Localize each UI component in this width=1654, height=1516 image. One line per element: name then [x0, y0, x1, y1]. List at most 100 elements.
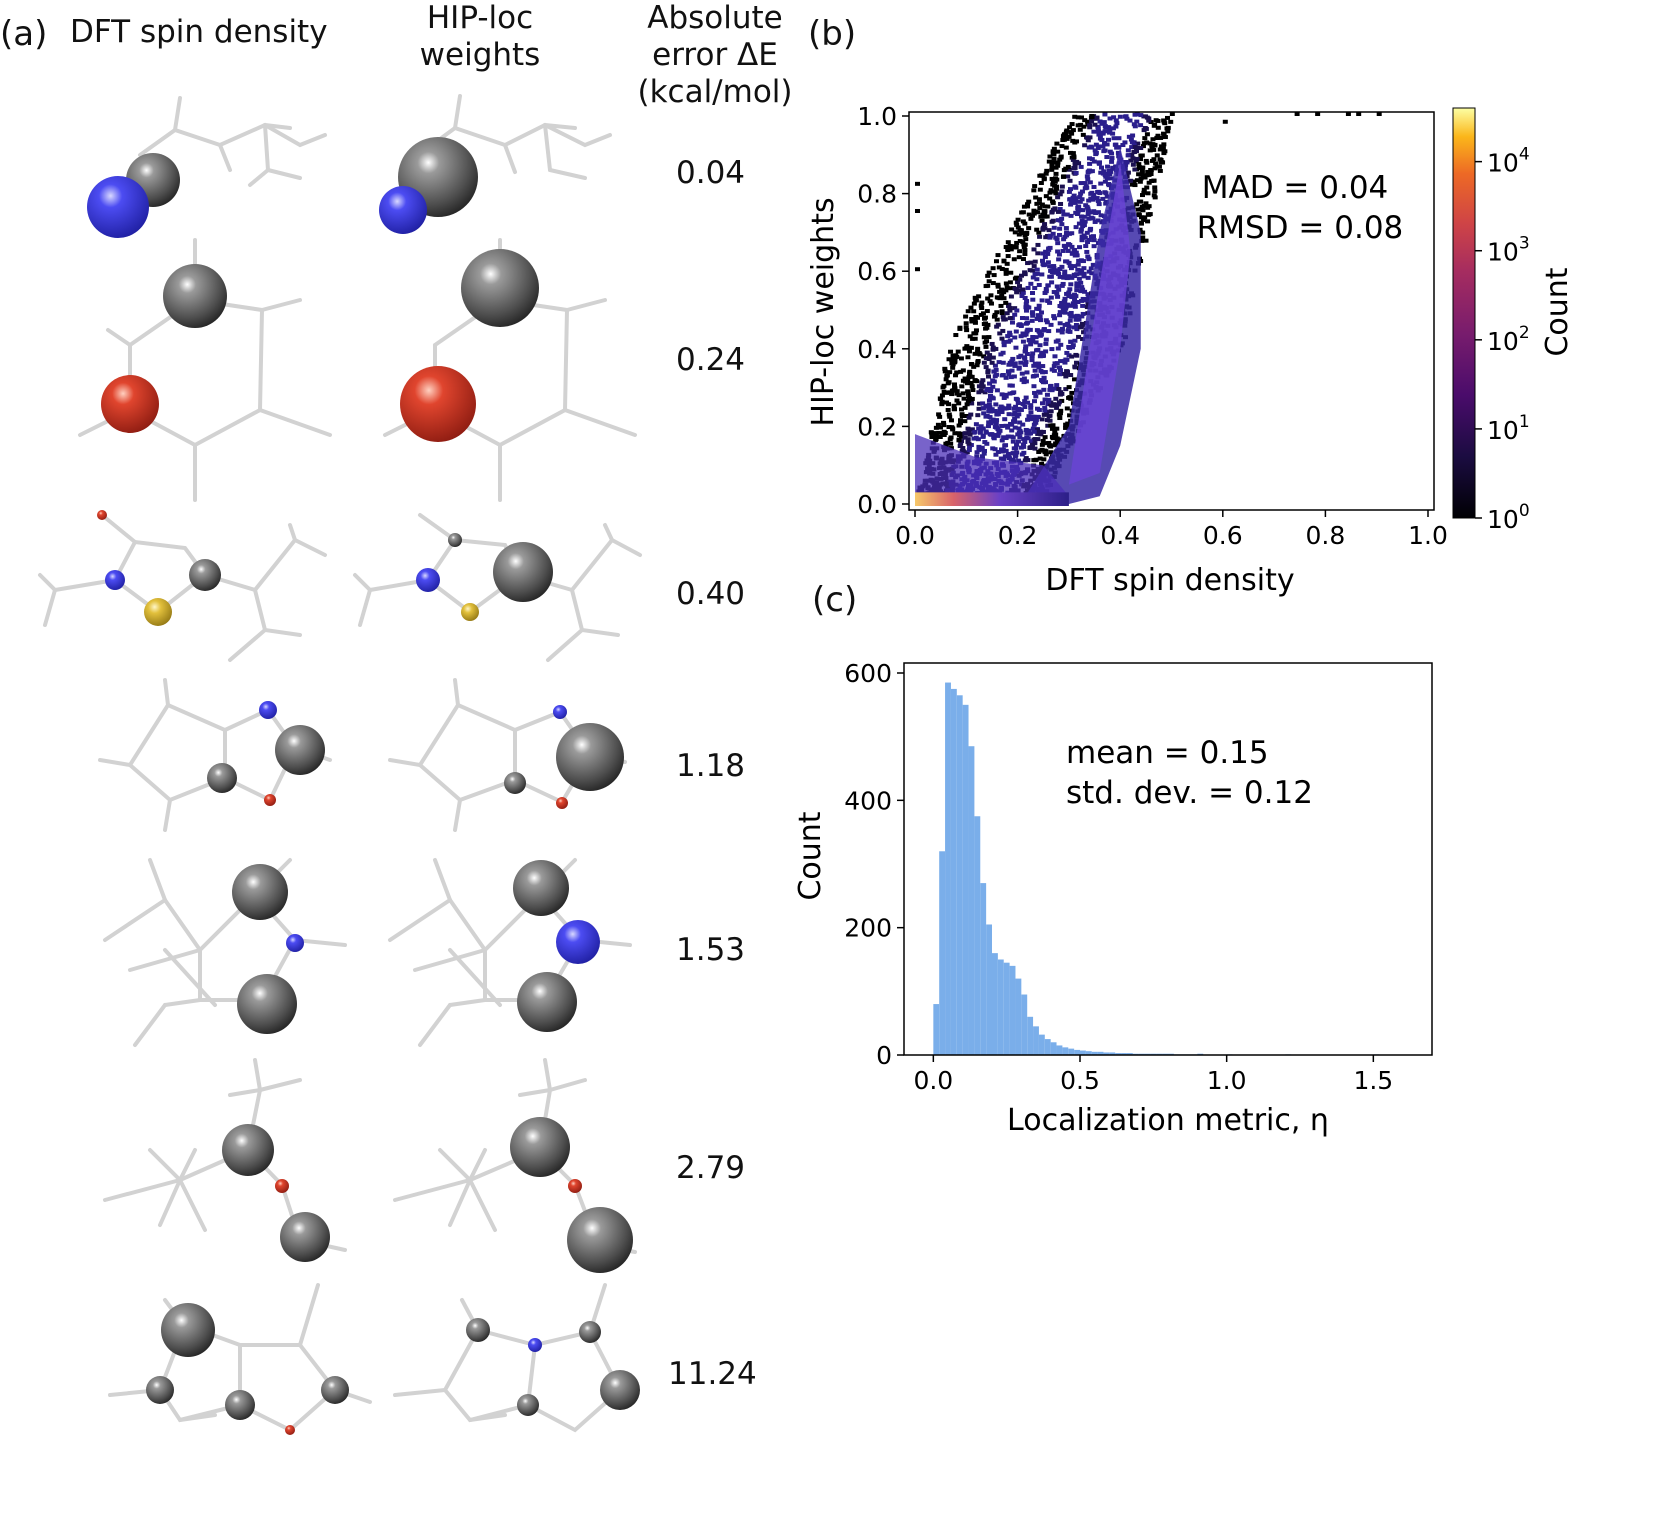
heatmap-cell [968, 305, 974, 310]
heatmap-cell [1007, 333, 1013, 338]
heatmap-cell [1091, 192, 1097, 197]
atom-o [264, 794, 276, 806]
heatmap-cell [1017, 249, 1023, 254]
heatmap-cell [1124, 160, 1130, 165]
heatmap-cell [1025, 202, 1031, 207]
heatmap-cell [1066, 353, 1072, 358]
heatmap-cell [941, 423, 947, 428]
heatmap-cell [951, 407, 957, 412]
heatmap-cell [989, 407, 995, 412]
histogram-bar [1121, 1053, 1127, 1055]
heatmap-cell [957, 421, 963, 426]
heatmap-cell [1019, 452, 1025, 457]
heatmap-cell [1086, 198, 1092, 203]
heatmap-cell [1125, 148, 1131, 153]
heatmap-cell [1044, 168, 1050, 173]
heatmap-cell [1090, 216, 1096, 221]
heatmap-cell [1031, 247, 1037, 252]
heatmap-cell [1053, 171, 1059, 176]
heatmap-cell [1092, 219, 1098, 224]
heatmap-cell [1005, 240, 1011, 245]
heatmap-cell [962, 346, 968, 351]
heatmap-cell [1010, 459, 1016, 464]
heatmap-cell [1161, 142, 1167, 147]
heatmap-cell [954, 370, 960, 375]
heatmap-cell [1077, 271, 1083, 276]
heatmap-cell [1135, 207, 1141, 212]
heatmap-cell [1023, 395, 1029, 400]
heatmap-cell [1038, 318, 1044, 323]
heatmap-cell [1023, 321, 1029, 326]
heatmap-cell [1066, 293, 1072, 298]
heatmap-cell [1017, 239, 1023, 244]
heatmap-cell [1136, 165, 1142, 170]
heatmap-cell [1040, 364, 1046, 369]
heatmap-cell [1002, 454, 1008, 459]
heatmap-cell [1064, 350, 1070, 355]
heatmap-cell [1055, 149, 1061, 154]
heatmap-cell [1009, 368, 1015, 373]
heatmap-cell [915, 267, 920, 272]
heatmap-cell [950, 365, 956, 370]
heatmap-cell [987, 415, 993, 420]
heatmap-cell [1061, 212, 1067, 217]
heatmap-cell [1155, 133, 1161, 138]
heatmap-cell [1092, 122, 1098, 127]
heatmap-cell [1065, 164, 1071, 169]
heatmap-cell [1036, 282, 1042, 287]
heatmap-cell [1034, 267, 1040, 272]
atom-c [461, 249, 539, 327]
y-tick-label: 400 [844, 786, 892, 815]
heatmap-cell [1076, 221, 1082, 226]
heatmap-xlabel: DFT spin density [1045, 563, 1294, 598]
heatmap-cell [1054, 383, 1060, 388]
heatmap-cell [994, 295, 1000, 300]
histogram-bar [1038, 1034, 1045, 1055]
heatmap-cell [1037, 206, 1043, 211]
heatmap-cell [1055, 241, 1061, 246]
heatmap-cell [1056, 272, 1062, 277]
heatmap-cell [1050, 231, 1056, 236]
heatmap-cell [1069, 131, 1075, 136]
heatmap-cell [1065, 174, 1071, 179]
atom-o [101, 375, 159, 433]
heatmap-cell [981, 316, 987, 321]
heatmap-cell [1024, 329, 1030, 334]
heatmap-cell [1068, 373, 1074, 378]
heatmap-cell [1038, 310, 1044, 315]
heatmap-cell [1081, 233, 1087, 238]
heatmap-cell [1141, 141, 1147, 146]
atom-s [461, 603, 479, 621]
heatmap-cell [1063, 129, 1069, 134]
heatmap-cell [1012, 363, 1018, 368]
heatmap-cell [1031, 384, 1037, 389]
heatmap-cell [1013, 287, 1019, 292]
heatmap-cell [1032, 259, 1038, 264]
heatmap-cell [977, 430, 983, 435]
heatmap-cell [1072, 297, 1078, 302]
heatmap-cell [983, 344, 989, 349]
heatmap-cell [1007, 391, 1013, 396]
y-tick-label: 0.6 [857, 257, 897, 286]
heatmap-cell [1017, 420, 1023, 425]
heatmap-cell [1106, 125, 1112, 130]
heatmap-cell [1072, 264, 1078, 269]
heatmap-cell [957, 444, 963, 449]
heatmap-cell [1139, 238, 1145, 243]
heatmap-cell [1049, 219, 1055, 224]
heatmap-cell [1109, 151, 1115, 156]
heatmap-cell [955, 349, 961, 354]
heatmap-cell [996, 265, 1002, 270]
heatmap-cell [1043, 171, 1049, 176]
heatmap-cell [964, 450, 970, 455]
heatmap-cell [1102, 112, 1108, 117]
heatmap-cell [1032, 437, 1038, 442]
heatmap-cell [1072, 304, 1078, 309]
heatmap-cell [1093, 150, 1099, 155]
heatmap-cell [1016, 232, 1022, 237]
heatmap-cell [984, 339, 990, 344]
atom-n [528, 1338, 542, 1352]
heatmap-cell [1087, 180, 1093, 185]
heatmap-cell [976, 406, 982, 411]
heatmap-cell [1135, 141, 1141, 146]
